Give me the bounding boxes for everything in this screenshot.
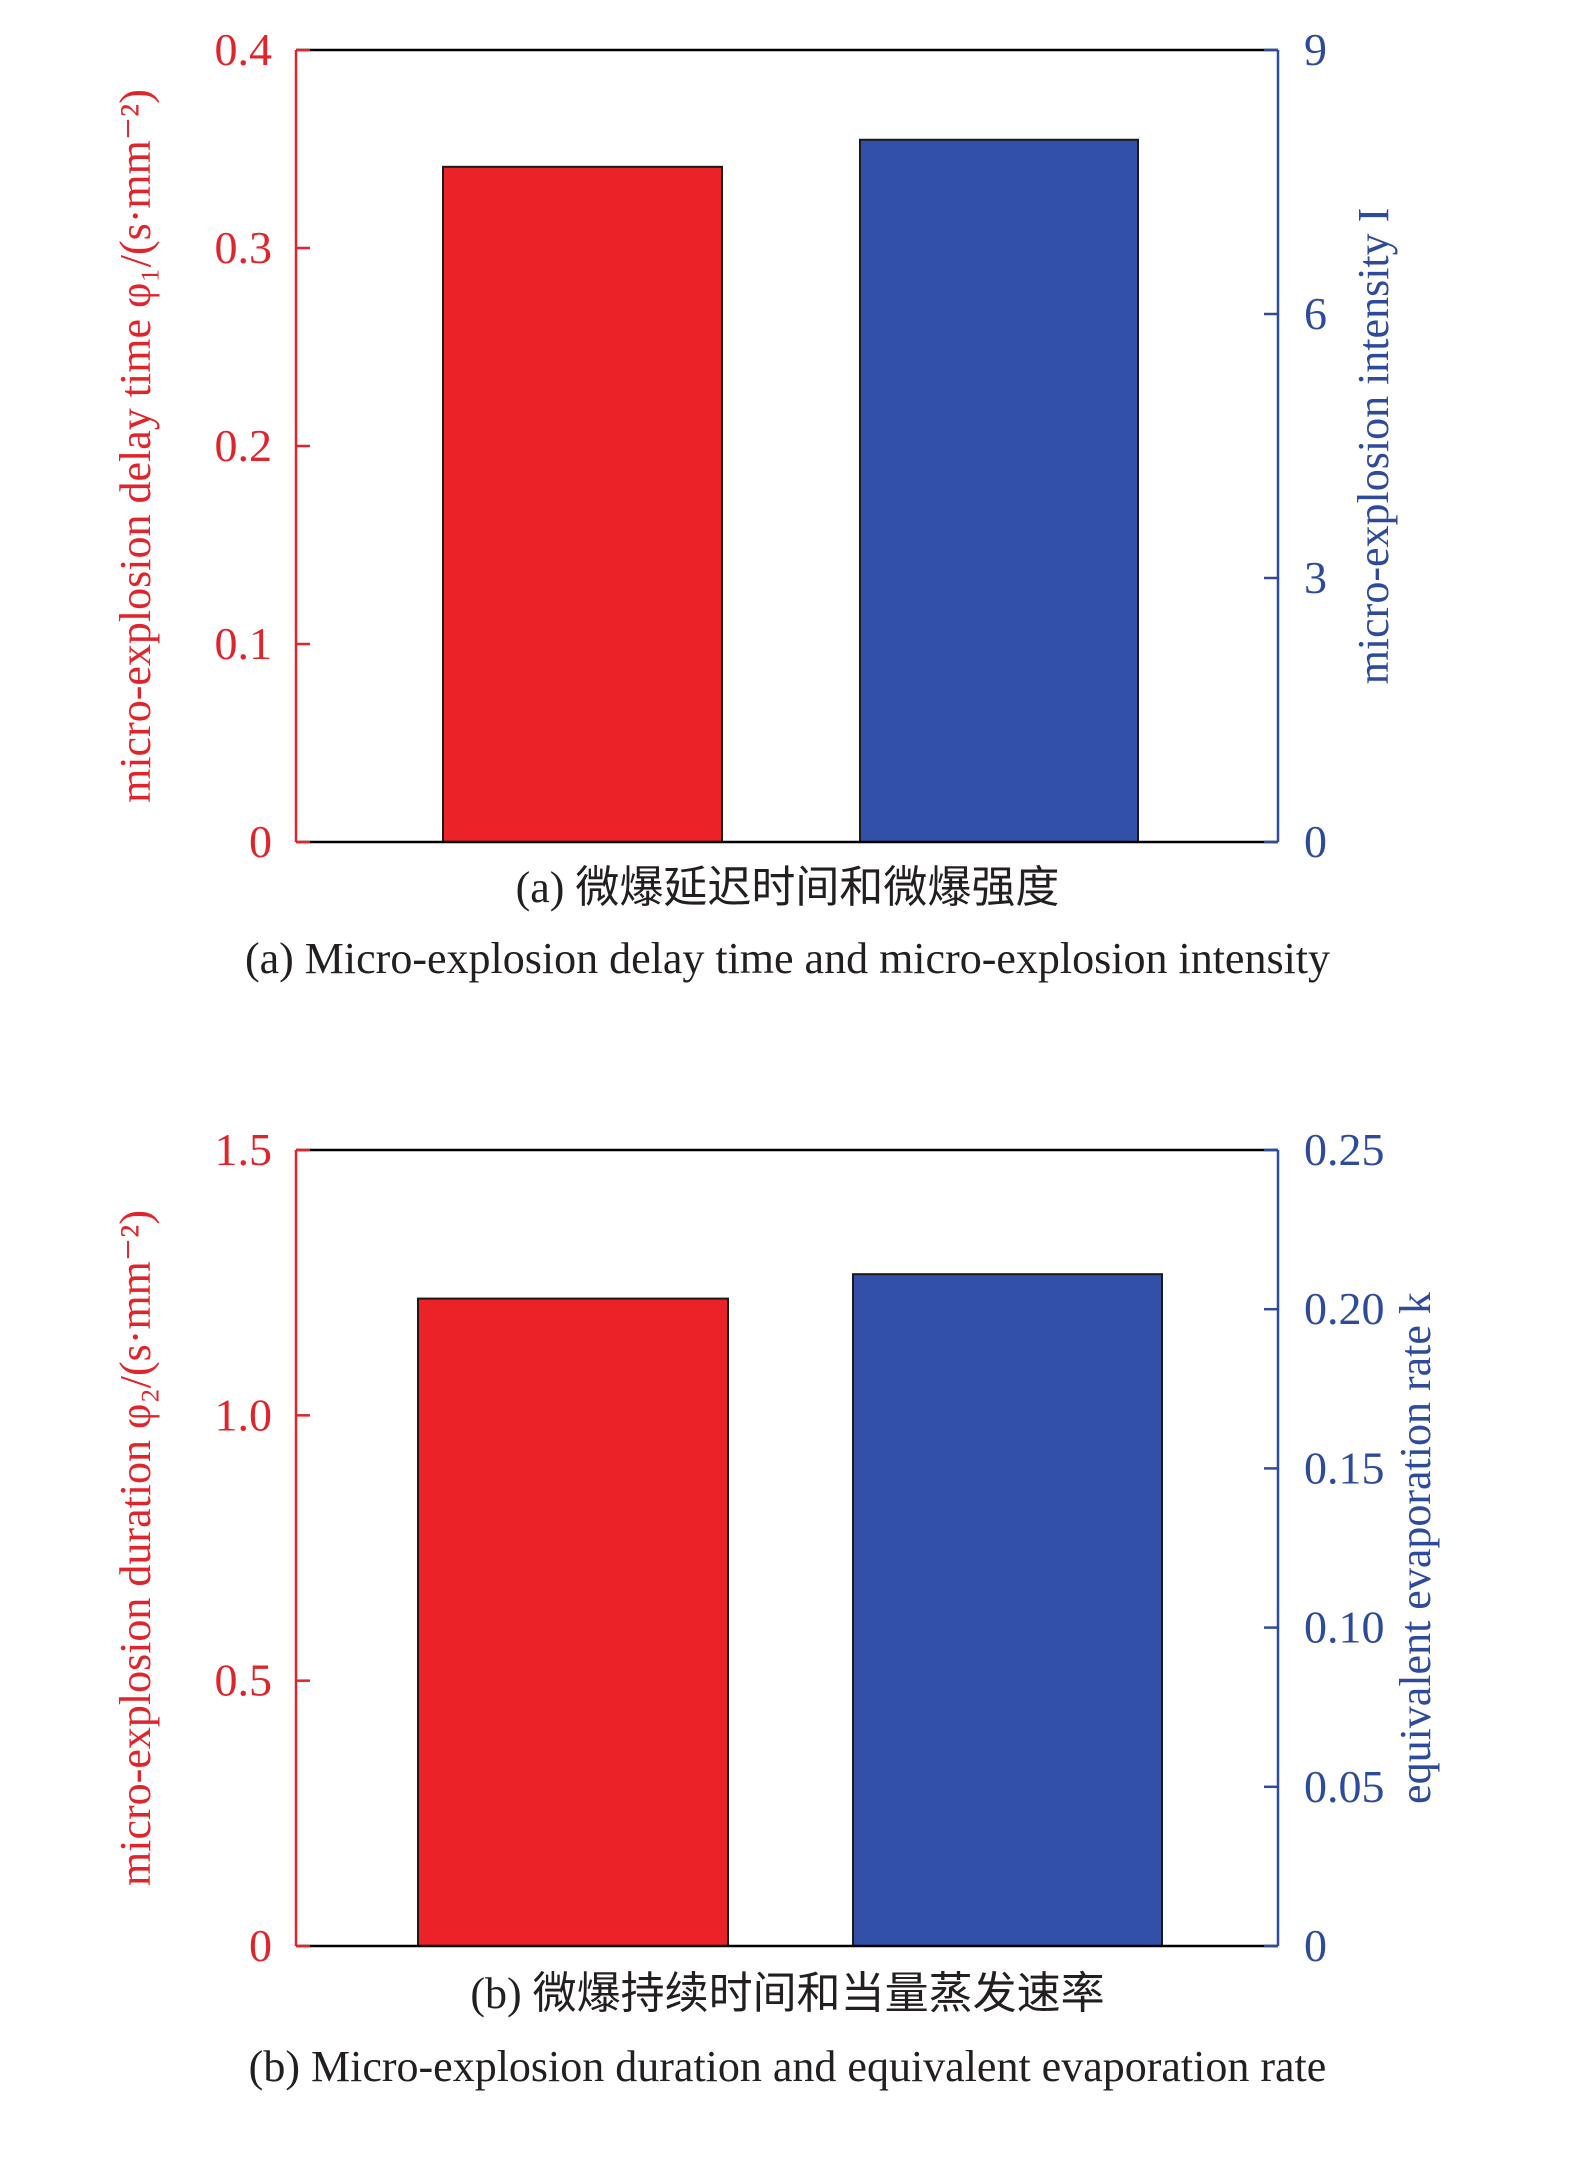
right-tick-label-b: 0.15 [1304, 1442, 1385, 1493]
right-tick-label-a: 0 [1304, 816, 1327, 867]
left-tick-label-b: 0 [249, 1920, 272, 1971]
bar-b-blue [852, 1273, 1163, 1947]
caption-a-cn: (a) 微爆延迟时间和微爆强度 [515, 863, 1060, 912]
left-tick-label-b: 1.0 [215, 1389, 273, 1440]
left-tick-label-b: 0.5 [215, 1655, 273, 1706]
right-tick-label-a: 9 [1304, 24, 1327, 75]
left-tick-label-a: 0 [249, 816, 272, 867]
right-tick-label-b: 0.10 [1304, 1602, 1385, 1653]
bar-a-red [442, 165, 723, 843]
right-tick-label-b: 0.20 [1304, 1283, 1385, 1334]
right-tick-label-a: 6 [1304, 288, 1327, 339]
chart-b: 0 0.5 1.0 1.5 0 0.05 0.10 0.15 0.20 0.25 micro-exp… [111, 1124, 1440, 1971]
left-tick-label-a: 0.4 [215, 24, 273, 75]
right-tick-label-a: 3 [1304, 552, 1327, 603]
ylabel-right-b: equivalent evaporation rate k [1391, 1292, 1440, 1804]
ylabel-right-a: micro-explosion intensity I [1349, 208, 1398, 685]
bar-b-red [417, 1297, 729, 1947]
right-tick-label-b: 0 [1304, 1920, 1327, 1971]
left-tick-label-a: 0.3 [215, 222, 273, 273]
caption-b-en-text: (b) Micro-explosion duration and equival… [248, 2042, 1327, 2091]
ylabel-left-a: micro-explosion delay time φ₁/(s·mm⁻²) [111, 89, 160, 803]
bar-a-blue [859, 138, 1139, 843]
ylabel-left-b: micro-explosion duration φ₂/(s·mm⁻²) [111, 1210, 160, 1886]
chart-a: 0 0.1 0.2 0.3 0.4 0 3 6 9 micro-explosion delay t… [111, 24, 1398, 867]
caption-a-en: (a) Micro-explosion delay time and micro… [0, 928, 1575, 990]
caption-b-cn: (b) 微爆持续时间和当量蒸发速率 [470, 1969, 1105, 2018]
right-tick-label-b: 0.05 [1304, 1761, 1385, 1812]
left-tick-label-a: 0.2 [215, 420, 273, 471]
left-tick-label-a: 0.1 [215, 618, 273, 669]
left-tick-label-b: 1.5 [215, 1124, 273, 1175]
right-tick-label-b: 0.25 [1304, 1124, 1385, 1175]
caption-a-en-text: (a) Micro-explosion delay time and micro… [244, 934, 1331, 983]
caption-b-en: (b) Micro-explosion duration and equival… [0, 2036, 1575, 2098]
